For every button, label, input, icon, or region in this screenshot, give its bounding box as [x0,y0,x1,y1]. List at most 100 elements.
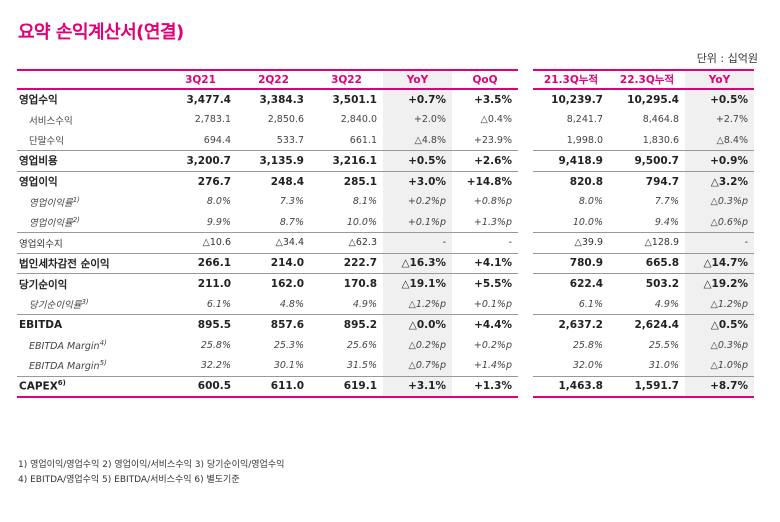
header-21-3q-cum: 21.3Q누적 [533,69,609,90]
header-qoq: QoQ [452,69,518,90]
row-device-revenue: 단말수익 694.4 533.7 661.1 △4.8% +23.9% 1,998.0 1,8… [17,130,754,151]
cell-qoq: +0.1%p [473,298,512,310]
cell-cum-yoy: △8.4% [685,130,754,151]
cell-22-3q-cum: 2,624.4 [609,314,685,335]
row-label: 영업이익률1) [17,192,164,213]
row-label-text: 서비스수익 [29,115,73,127]
cell-3q21: 3,477.4 [186,93,231,106]
cell-2q22: 162.0 [237,273,310,294]
cell-3q22: △62.3 [310,232,383,253]
cell-2q22: 533.7 [276,134,304,146]
header-2q22: 2Q22 [237,69,310,90]
cell-cum-yoy: +8.7% [685,375,754,398]
cell-21-3q-cum: 10,239.7 [551,93,603,106]
cell-yoy: △0.2%p [383,335,452,356]
cell-21-3q-cum: 25.8% [572,339,603,351]
footnotes: 1) 영업이익/영업수익 2) 영업이익/서비스수익 3) 당기순이익/영업수익… [18,458,284,488]
cell-21-3q-cum: 2,637.2 [533,314,609,335]
cell-21-3q-cum: 1,998.0 [566,134,603,146]
row-label-text: 영업이익 [19,176,58,188]
cell-cum-yoy: +2.7% [685,109,754,130]
cell-yoy: △4.8% [383,130,452,151]
cell-2q22: 214.0 [237,252,310,274]
cell-yoy: +0.2%p [383,191,452,212]
cell-cum-yoy: △14.7% [685,252,754,274]
cell-yoy: +0.1%p [383,212,452,233]
row-operating-income: 영업이익 276.7 248.4 285.1 +3.0% +14.8% 820.8 794.7… [17,170,754,192]
cell-3q21: 266.1 [164,252,237,274]
cell-2q22: 30.1% [273,360,304,371]
cell-qoq: +5.5% [452,273,518,294]
cell-yoy: △19.1% [383,273,452,294]
row-label: 단말수익 [17,130,164,151]
cell-22-3q-cum: 503.2 [609,273,685,294]
footnote-marker: 1) [72,195,80,204]
cell-22-3q-cum: △128.9 [609,232,685,253]
row-net-income: 당기순이익 211.0 162.0 170.8 △19.1% +5.5% 622.4 503.… [17,273,754,294]
cell-qoq: +3.5% [474,93,512,106]
cell-3q21: 211.0 [164,273,237,294]
cell-qoq: +0.2%p [473,339,512,351]
row-label: 당기순이익률3) [17,294,164,315]
row-label: 서비스수익 [17,110,164,131]
header-22-3q-cum: 22.3Q누적 [609,69,685,90]
page-title: 요약 손익계산서(연결) [18,22,184,43]
cell-cum-yoy: +0.9% [685,150,754,171]
cell-qoq: +1.3% [452,375,518,398]
cell-qoq: +2.6% [452,150,518,171]
cell-qoq: - [452,232,518,253]
unit-label: 단위 : 십억원 [696,52,758,65]
cell-2q22: 7.3% [279,196,304,208]
cell-21-3q-cum: 6.1% [578,298,603,310]
row-pretax-income: 법인세차감전 순이익 266.1 214.0 222.7 △16.3% +4.1% 780.… [17,252,754,274]
cell-3q22: 661.1 [349,134,377,146]
cell-yoy: +0.7% [383,89,452,110]
cell-3q22: 2,840.0 [340,114,377,126]
row-label-text: 당기순이익률 [29,300,82,311]
cell-2q22: △34.4 [237,232,310,253]
row-ebitda-margin-4: EBITDA Margin4) 25.8% 25.3% 25.6% △0.2%p +0.2… [17,335,754,356]
footnote-marker: 4) [99,338,107,347]
row-label: 영업수익 [17,89,164,110]
cell-22-3q-cum: 1,830.6 [642,134,679,146]
cell-21-3q-cum: 9,418.9 [533,150,609,171]
footnote-marker: 3) [81,297,89,306]
cell-cum-yoy: △3.2% [685,170,754,192]
cell-qoq: +14.8% [452,170,518,192]
header-cum-yoy: YoY [685,69,754,90]
cell-cum-yoy: - [685,232,754,253]
cell-qoq: +4.4% [452,314,518,335]
cell-3q22: 31.5% [346,360,377,371]
row-label-text: 당기순이익 [19,278,68,291]
row-service-revenue: 서비스수익 2,783.1 2,850.6 2,840.0 +2.0% △0.4% 8,24… [17,109,754,131]
cell-cum-yoy: △0.5% [685,314,754,335]
cell-22-3q-cum: 1,591.7 [609,375,685,398]
cell-3q22: 895.2 [310,314,383,335]
cell-3q22: 10.0% [346,216,377,228]
cell-yoy: +3.0% [383,170,452,192]
cell-2q22: 4.8% [279,298,304,310]
cell-3q22: 222.7 [310,252,383,274]
cell-21-3q-cum: 8.0% [578,196,603,208]
row-label: 영업이익률2) [17,212,164,233]
cell-3q21: 8.0% [206,196,231,208]
cell-3q22: 619.1 [310,375,383,398]
cell-3q21: 276.7 [164,170,237,192]
row-non-operating: 영업외수지 △10.6 △34.4 △62.3- - △39.9 △128.9- [17,232,754,253]
cell-3q21: 6.1% [206,298,231,310]
cell-2q22: 3,135.9 [237,150,310,171]
cell-3q22: 8.1% [352,196,377,208]
row-label-text: EBITDA [19,319,63,331]
row-label-text: 법인세차감전 순이익 [19,257,110,270]
cell-2q22: 2,850.6 [267,114,304,126]
row-label: CAPEX6) [17,375,164,398]
cell-cum-yoy: △0.3%p [685,191,754,212]
row-operating-margin-1: 영업이익률1) 8.0% 7.3% 8.1% +0.2%p +0.8%p 8.0% 7.7% △… [17,191,754,213]
cell-cum-yoy: +0.5% [685,89,754,110]
row-label-text: 영업이익률 [29,197,73,209]
cell-cum-yoy: △0.3%p [685,335,754,356]
footnote-marker: 2) [72,215,80,224]
cell-3q22: 285.1 [310,170,383,192]
row-label-text: 영업비용 [19,155,58,168]
cell-22-3q-cum: 10,295.4 [627,93,679,106]
